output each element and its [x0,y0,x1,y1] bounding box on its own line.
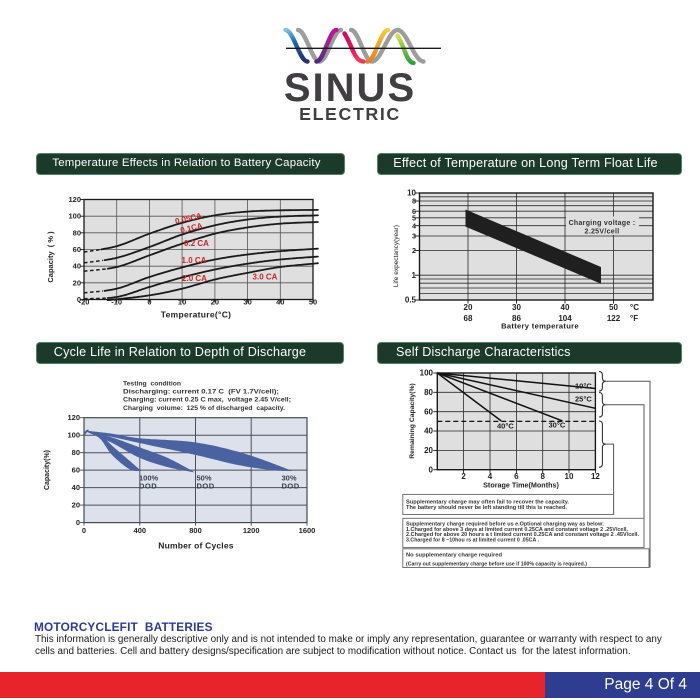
svg-text:50%: 50% [197,474,212,483]
svg-text:1: 1 [412,271,417,280]
svg-text:50: 50 [309,298,317,307]
svg-text:100: 100 [420,369,434,378]
svg-text:Storage Time(Months): Storage Time(Months) [483,481,559,490]
svg-text:No supplementary charge requi: No supplementary charge required [406,553,503,559]
svg-text:8: 8 [412,197,416,206]
svg-text:0: 0 [429,465,434,474]
svg-text:40°C: 40°C [497,422,514,431]
svg-text:10: 10 [178,298,186,307]
svg-text:86: 86 [512,314,521,323]
svg-text:°C: °C [630,303,639,312]
svg-text:0.5: 0.5 [405,296,417,305]
svg-text:25°C: 25°C [575,395,592,404]
svg-text:20: 20 [72,501,80,510]
svg-text:10°C: 10°C [575,382,592,391]
svg-text:100: 100 [68,212,81,221]
svg-text:5: 5 [412,214,416,223]
svg-text:40: 40 [73,262,81,271]
svg-text:The battery should never be l: The battery should never be left standin… [406,505,567,511]
svg-text:40: 40 [561,303,570,312]
svg-text:Charging voltage :: Charging voltage : [569,220,636,227]
svg-text:20: 20 [211,298,219,307]
svg-text:68: 68 [464,314,473,323]
svg-text:1200: 1200 [243,526,260,535]
svg-text:DOD: DOD [197,482,215,491]
svg-text:3.0 CA: 3.0 CA [253,273,278,282]
svg-text:0.2 CA: 0.2 CA [184,239,209,248]
svg-text:1.Charged for above 3 days at: 1.Charged for above 3 days at limited cu… [406,527,628,533]
svg-text:30: 30 [243,298,251,307]
svg-text:800: 800 [189,526,202,535]
svg-text:DOD: DOD [139,482,157,491]
svg-text:60: 60 [73,245,81,254]
svg-text:120: 120 [67,413,80,422]
svg-text:0: 0 [147,298,151,307]
svg-text:40: 40 [424,427,433,436]
svg-text:2: 2 [461,472,466,481]
svg-text:Temperature(°C): Temperature(°C) [161,310,232,320]
svg-text:104: 104 [558,314,572,323]
svg-text:12: 12 [591,472,600,481]
svg-text:20: 20 [73,278,81,287]
svg-text:50: 50 [609,303,618,312]
svg-text:120: 120 [68,195,81,204]
svg-text:40: 40 [72,483,80,492]
svg-text:30: 30 [512,303,521,312]
svg-text:30°C: 30°C [549,421,566,430]
svg-text:60: 60 [424,407,433,416]
svg-text:80: 80 [424,388,433,397]
svg-text:122: 122 [607,314,621,323]
svg-text:2.0 CA: 2.0 CA [182,274,207,283]
svg-text:-10: -10 [111,298,122,307]
svg-text:Remaining Capacity(%): Remaining Capacity(%) [409,383,416,459]
svg-text:6: 6 [514,472,519,481]
svg-text:80: 80 [72,448,80,457]
svg-text:Testing condition: Testing condition [123,381,181,388]
svg-text:80: 80 [73,228,81,237]
svg-text:Supplementary charge required: Supplementary charge required before us … [406,522,604,528]
svg-text:3.Charged for 8 ~10hou rs at: 3.Charged for 8 ~10hou rs at limited cur… [406,537,539,543]
svg-text:10: 10 [565,472,574,481]
svg-text:-20: -20 [79,298,90,307]
svg-text:100: 100 [67,431,80,440]
svg-text:30%: 30% [282,474,297,483]
svg-text:0: 0 [76,518,80,527]
svg-text:10: 10 [407,189,416,198]
svg-text:4: 4 [488,472,493,481]
svg-text:Capacity(%): Capacity(%) [44,450,51,490]
svg-text:0: 0 [77,295,81,304]
svg-text:Charging: current 0.25 C max,: Charging: current 0.25 C max, voltage 2.… [123,397,291,404]
svg-text:6: 6 [412,207,416,216]
svg-text:4: 4 [412,221,416,230]
svg-text:0: 0 [82,526,86,535]
svg-text:Charging volume: 125 % of di: Charging volume: 125 % of discharged cap… [123,405,285,412]
svg-text:2.Charged for above 20 hours a: 2.Charged for above 20 hours a t limited… [406,532,639,538]
svg-text:40: 40 [276,298,284,307]
svg-text:400: 400 [134,526,147,535]
svg-text:Capacity ( % ): Capacity ( % ) [46,231,55,283]
svg-text:Number of Cycles: Number of Cycles [158,541,234,551]
svg-text:1600: 1600 [299,526,316,535]
svg-text:°F: °F [630,314,638,323]
svg-text:20: 20 [464,303,473,312]
svg-text:1.0 CA: 1.0 CA [182,256,207,265]
svg-text:DOD: DOD [282,482,300,491]
svg-text:2.25V/cell: 2.25V/cell [585,229,620,236]
svg-text:2: 2 [412,246,416,255]
svg-text:(Carry out supplementary char: (Carry out supplementary charge before u… [406,562,587,568]
svg-text:Discharging: current 0.17 C (: Discharging: current 0.17 C (FV 1.7V/cel… [123,389,279,396]
svg-text:Battery temperature: Battery temperature [501,322,579,331]
svg-text:3: 3 [412,232,416,241]
svg-text:8: 8 [540,472,545,481]
svg-text:20: 20 [424,446,433,455]
svg-text:Supplementary charge may often: Supplementary charge may often fail to r… [406,500,569,506]
svg-text:100%: 100% [139,474,159,483]
svg-text:Life expectancy(year): Life expectancy(year) [393,225,400,287]
svg-text:60: 60 [72,466,80,475]
